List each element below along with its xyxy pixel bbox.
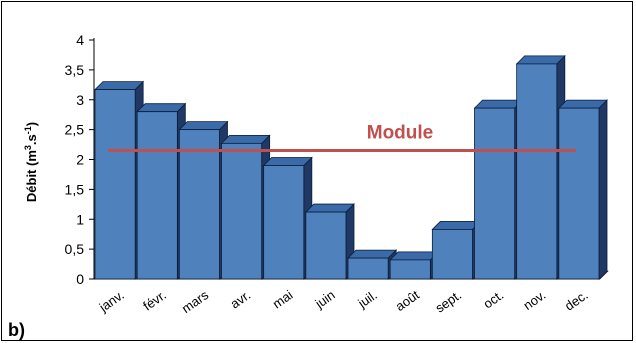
bar-top [557,99,608,109]
y-tick-label: 0 [76,271,84,287]
bar-front [94,89,136,280]
x-tick-label: août [393,287,423,314]
x-tick-label: janv. [96,287,127,315]
bar-side [598,99,608,280]
bar-front [136,111,178,280]
panel-label: b) [8,320,25,340]
x-tick-label: mars [179,287,212,316]
y-tick-label: 2,5 [65,122,85,138]
bar-front [347,257,389,280]
bar-juil. [347,249,398,280]
y-tick-label: 0,5 [65,241,85,257]
bar-front [431,229,473,280]
bar-front [178,129,220,280]
y-axis-title: Débit (m3.s-1) [23,122,39,202]
bar-top [178,121,229,131]
bar-top [473,99,524,109]
x-tick-label: avr. [228,287,254,311]
bar-front [221,142,263,280]
bar-front [474,107,516,280]
module-reference: Module [108,123,576,153]
bar-front [263,165,305,280]
x-tick-label: dec. [562,287,591,313]
bar-mai [262,156,313,280]
y-tick-label: 2 [76,152,84,168]
bar-avr. [220,134,271,280]
bar-top [515,55,566,65]
y-tick-label: 3,5 [65,62,85,78]
x-tick-label: mai [270,287,296,311]
bar-nov. [515,54,566,280]
y-tick-label: 3 [76,92,84,108]
bar-top [262,157,313,166]
module-label: Module [367,123,434,144]
x-axis-labels: janv. févr. mars avr. mai juin juil. août sept. o… [96,287,591,316]
y-tick-label: 1,5 [65,181,85,197]
bar-top [347,249,398,259]
bar-oct. [473,99,524,280]
y-tick-label: 4 [76,32,84,48]
y-tick-label: 1 [76,211,84,227]
bar-top [220,134,271,144]
bar-dec. [557,99,608,280]
bar-sept. [431,220,482,280]
bar-mars [178,120,229,280]
bar-front [389,259,431,280]
bar-front [558,107,600,280]
bar-top [389,251,440,261]
bar-top [304,203,355,213]
x-tick-label: oct. [481,287,507,311]
x-tick-label: nov. [521,287,549,313]
y-axis-label: Débit (m3.s-1) [23,122,39,202]
x-tick-label: sept. [432,287,464,315]
bar-front [516,63,558,280]
bar-top [94,81,145,90]
x-tick-label: févr. [140,287,169,313]
x-tick-label: juin [312,287,338,311]
bar-févr. [136,102,187,280]
bar-top [431,221,482,230]
x-tick-label: juil. [354,287,379,311]
bar-juin [304,203,355,280]
bar-janv. [94,80,145,280]
bar-front [305,211,347,280]
bar-top [136,103,187,113]
bar-août [389,250,440,280]
bars [94,54,608,280]
